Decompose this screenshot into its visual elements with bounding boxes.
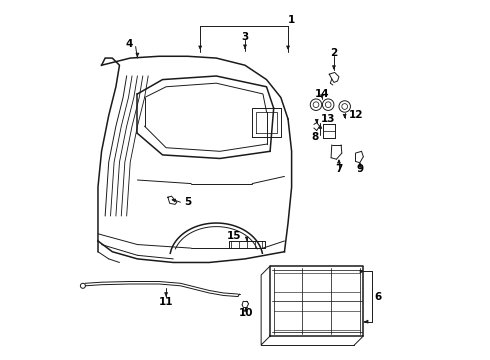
Text: 1: 1: [288, 15, 295, 26]
Text: 3: 3: [242, 32, 248, 41]
Text: 6: 6: [375, 292, 382, 302]
Text: 10: 10: [239, 309, 253, 318]
Text: 13: 13: [321, 114, 336, 124]
Text: 2: 2: [330, 48, 338, 58]
Text: 4: 4: [126, 40, 133, 49]
Text: 12: 12: [349, 111, 364, 121]
Text: 15: 15: [227, 231, 242, 241]
Text: 14: 14: [315, 89, 329, 99]
Text: 9: 9: [356, 164, 363, 174]
Text: 8: 8: [311, 132, 318, 142]
Text: 7: 7: [335, 164, 343, 174]
Text: 11: 11: [159, 297, 173, 307]
Text: 5: 5: [184, 197, 191, 207]
